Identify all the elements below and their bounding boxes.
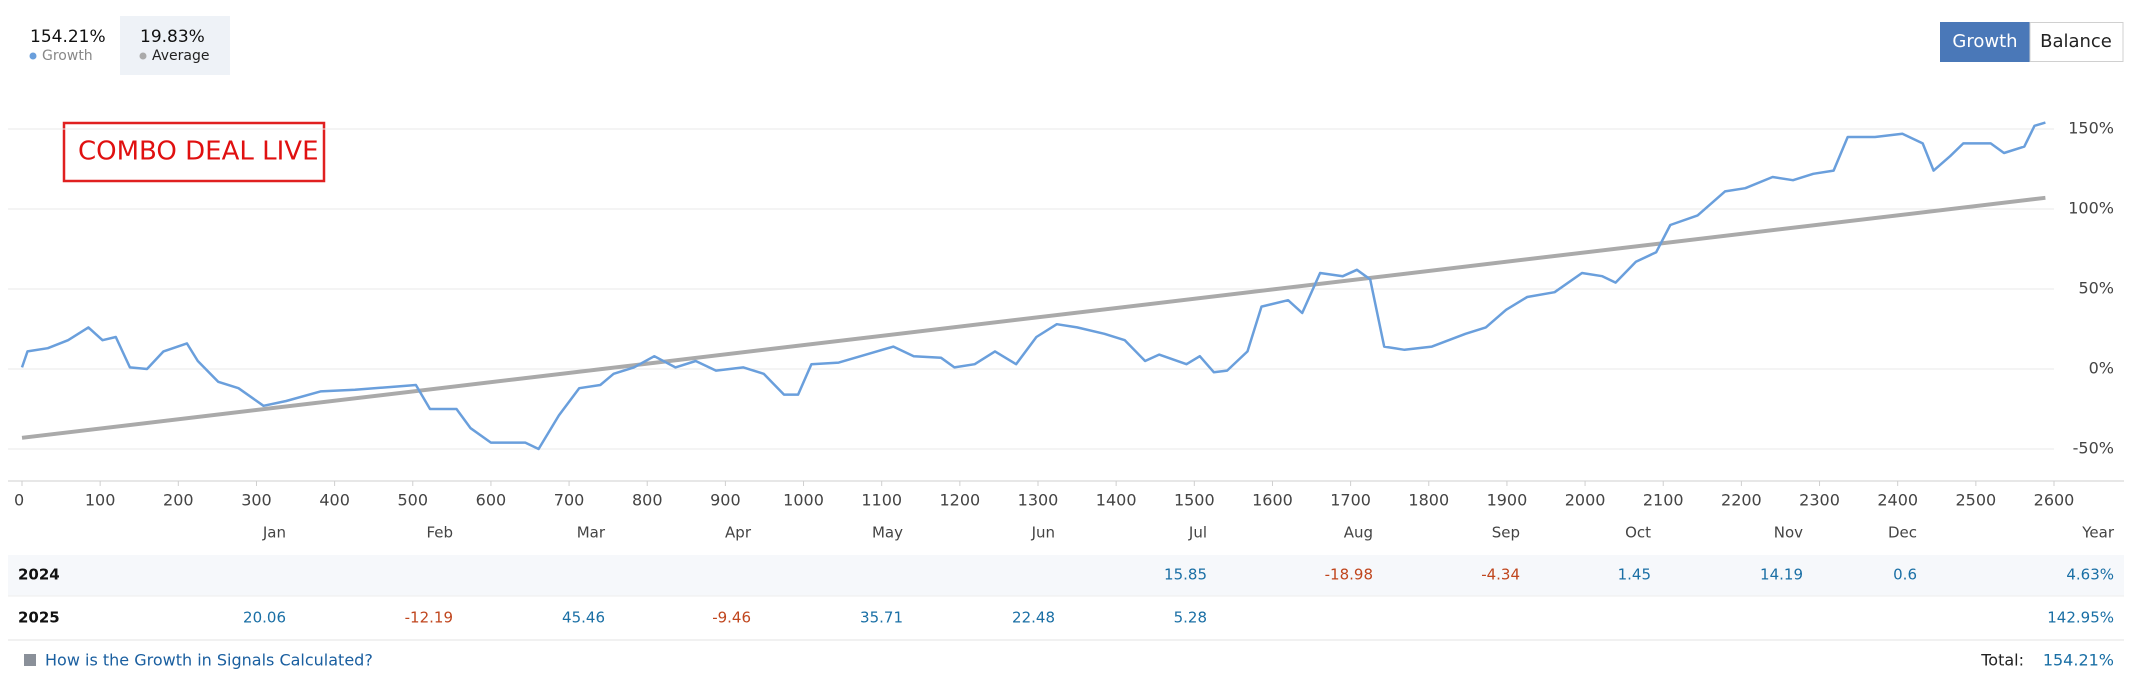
x-tick-label: 0 bbox=[14, 491, 24, 510]
y-tick-label: 50% bbox=[2078, 279, 2114, 298]
x-tick-label: 1900 bbox=[1487, 491, 1528, 510]
x-tick-label: 100 bbox=[85, 491, 116, 510]
column-header: Nov bbox=[1774, 524, 1803, 542]
table-cell: -12.19 bbox=[405, 609, 453, 627]
y-tick-label: 100% bbox=[2068, 199, 2114, 218]
table-cell: -18.98 bbox=[1325, 566, 1373, 584]
column-header: Jul bbox=[1188, 524, 1207, 542]
x-tick-label: 1600 bbox=[1252, 491, 1293, 510]
growth-button-label[interactable]: Growth bbox=[1952, 31, 2017, 52]
x-tick-label: 2000 bbox=[1565, 491, 1606, 510]
table-cell: 142.95% bbox=[2047, 609, 2114, 627]
balance-button[interactable] bbox=[2029, 22, 2124, 62]
column-header: Oct bbox=[1625, 524, 1651, 542]
legend-label: Average bbox=[152, 48, 210, 64]
legend-dot bbox=[139, 52, 147, 60]
x-tick-label: 2200 bbox=[1721, 491, 1762, 510]
x-tick-label: 1700 bbox=[1330, 491, 1371, 510]
y-tick-label: -50% bbox=[2073, 439, 2114, 458]
total-label: Total: bbox=[1980, 651, 2024, 670]
x-tick-label: 500 bbox=[397, 491, 428, 510]
balance-button-label[interactable]: Balance bbox=[2040, 31, 2112, 52]
growth-button[interactable] bbox=[1940, 22, 2030, 62]
table-cell: 35.71 bbox=[860, 609, 903, 627]
x-tick-label: 1200 bbox=[939, 491, 980, 510]
legend-dot bbox=[29, 52, 37, 60]
x-tick-label: 200 bbox=[163, 491, 194, 510]
help-icon[interactable] bbox=[24, 654, 36, 666]
annotation: COMBO DEAL LIVE bbox=[78, 137, 319, 167]
column-header: Feb bbox=[426, 524, 453, 542]
legend-value: 154.21% bbox=[30, 27, 106, 47]
table-cell: -4.34 bbox=[1481, 566, 1520, 584]
x-tick-label: 2100 bbox=[1643, 491, 1684, 510]
y-tick-label: 0% bbox=[2089, 359, 2114, 378]
column-header: Year bbox=[2081, 524, 2115, 542]
row-year: 2024 bbox=[18, 566, 60, 584]
column-header: Apr bbox=[725, 524, 752, 542]
x-tick-label: 600 bbox=[476, 491, 507, 510]
help-link[interactable]: How is the Growth in Signals Calculated? bbox=[45, 651, 373, 670]
table-cell: -9.46 bbox=[712, 609, 751, 627]
x-tick-label: 2400 bbox=[1877, 491, 1918, 510]
x-tick-label: 2600 bbox=[2034, 491, 2075, 510]
legend-value: 19.83% bbox=[140, 27, 205, 47]
x-tick-label: 400 bbox=[319, 491, 350, 510]
x-tick-label: 900 bbox=[710, 491, 741, 510]
table-cell: 14.19 bbox=[1760, 566, 1803, 584]
x-tick-label: 1300 bbox=[1018, 491, 1059, 510]
x-tick-label: 2500 bbox=[1955, 491, 1996, 510]
column-header: Dec bbox=[1888, 524, 1917, 542]
table-cell: 15.85 bbox=[1164, 566, 1207, 584]
column-header: Mar bbox=[577, 524, 606, 542]
x-tick-label: 1100 bbox=[861, 491, 902, 510]
growth-line bbox=[20, 121, 2046, 451]
annotation-box bbox=[62, 121, 326, 183]
column-header: Jun bbox=[1031, 524, 1055, 542]
table-cell: 1.45 bbox=[1618, 566, 1651, 584]
y-tick-label: 150% bbox=[2068, 119, 2114, 138]
x-tick-label: 1000 bbox=[783, 491, 824, 510]
x-tick-label: 800 bbox=[632, 491, 663, 510]
column-header: Sep bbox=[1492, 524, 1520, 542]
table-cell: 45.46 bbox=[562, 609, 605, 627]
table-cell: 20.06 bbox=[243, 609, 286, 627]
total-value: 154.21% bbox=[2043, 651, 2114, 670]
row-band bbox=[8, 555, 2124, 596]
x-tick-label: 2300 bbox=[1799, 491, 1840, 510]
legend-label: Growth bbox=[42, 48, 93, 64]
column-header: Aug bbox=[1344, 524, 1373, 542]
average-line bbox=[21, 195, 2046, 440]
x-tick-label: 700 bbox=[554, 491, 585, 510]
row-year: 2025 bbox=[18, 609, 60, 627]
x-tick-label: 1800 bbox=[1408, 491, 1449, 510]
average-stat-box bbox=[120, 16, 230, 75]
table-cell: 5.28 bbox=[1174, 609, 1207, 627]
table-cell: 22.48 bbox=[1012, 609, 1055, 627]
table-cell: 0.6 bbox=[1893, 566, 1917, 584]
x-tick-label: 300 bbox=[241, 491, 272, 510]
column-header: Jan bbox=[262, 524, 286, 542]
x-tick-label: 1500 bbox=[1174, 491, 1215, 510]
table-cell: 4.63% bbox=[2066, 566, 2114, 584]
x-tick-label: 1400 bbox=[1096, 491, 1137, 510]
column-header: May bbox=[872, 524, 903, 542]
